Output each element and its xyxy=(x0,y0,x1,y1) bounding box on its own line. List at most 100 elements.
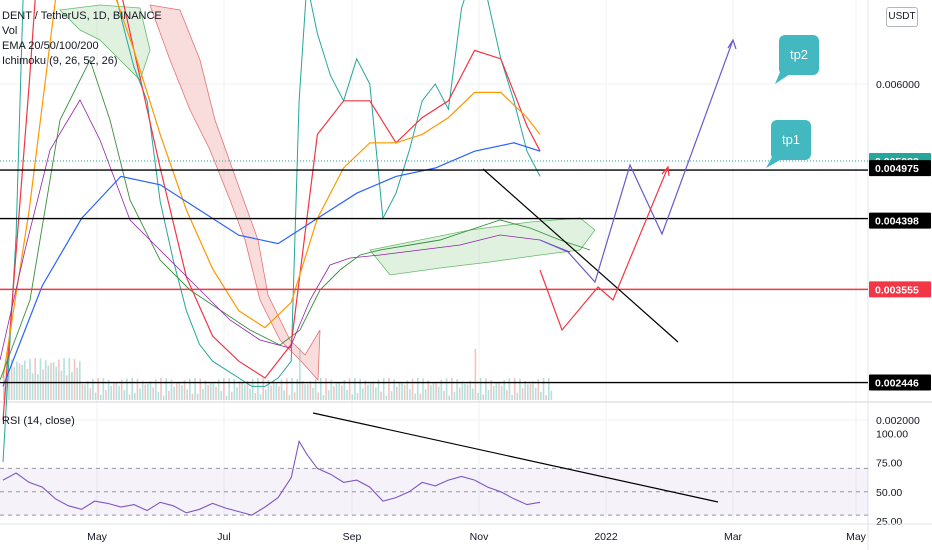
volume-bar xyxy=(8,371,10,400)
volume-bar xyxy=(338,382,340,400)
rsi-title[interactable]: RSI (14, close) xyxy=(2,415,75,427)
volume-bar xyxy=(134,392,136,400)
volume-bar xyxy=(102,378,105,400)
volume-bar xyxy=(375,387,377,400)
volume-bar xyxy=(524,380,526,400)
volume-bar xyxy=(194,378,196,400)
rsi-panel: 100.00 75.00 50.00 25.00 xyxy=(0,412,908,528)
volume-bar xyxy=(249,388,251,400)
volume-bar xyxy=(492,385,495,400)
volume-bar xyxy=(220,391,223,400)
volume-bar xyxy=(55,366,57,400)
volume-bar xyxy=(356,393,359,400)
volume-bar xyxy=(60,370,63,400)
volume-bar xyxy=(550,390,553,400)
volume-bar xyxy=(183,380,186,400)
volume-bar xyxy=(76,367,78,400)
tp2-label[interactable]: tp2 xyxy=(779,35,819,75)
volume-bar xyxy=(403,385,406,400)
volume-bar xyxy=(304,384,306,400)
volume-bar xyxy=(265,389,267,400)
volume-bar xyxy=(175,381,178,400)
volume-bar xyxy=(437,386,440,400)
volume-bar xyxy=(196,393,199,400)
volume-bar xyxy=(152,387,154,400)
volume-bar xyxy=(246,380,249,400)
tp1-label[interactable]: tp1 xyxy=(771,120,811,160)
legend-vol[interactable]: Vol xyxy=(2,25,18,37)
currency-button[interactable]: USDT xyxy=(886,7,918,27)
volume-bar xyxy=(469,380,471,400)
volume-bar xyxy=(506,390,508,400)
time-tick-label: Jul xyxy=(217,531,230,543)
volume-bar xyxy=(99,394,102,400)
volume-bar xyxy=(291,378,293,400)
projection-red xyxy=(539,166,669,332)
volume-bar xyxy=(139,388,141,400)
legend-ema[interactable]: EMA 20/50/100/200 xyxy=(2,40,99,52)
volume-bar xyxy=(340,385,343,400)
volume-bar xyxy=(228,378,230,400)
volume-bar xyxy=(270,385,272,400)
volume-bar xyxy=(320,378,322,400)
symbol-title[interactable]: DENT / TetherUS, 1D, BINANCE xyxy=(2,10,162,22)
volume-bar xyxy=(254,393,257,400)
volume-bar xyxy=(393,379,395,400)
rsi-legend: RSI (14, close) xyxy=(2,414,75,429)
volume-bar xyxy=(223,378,225,400)
series-ichimoku-base xyxy=(0,58,591,381)
volume-bar xyxy=(230,391,233,400)
volume-bar xyxy=(314,378,317,400)
projection-purple xyxy=(539,39,734,284)
volume-bar xyxy=(144,384,147,400)
rsi-tick-label: 50.00 xyxy=(876,487,902,499)
volume-bar xyxy=(31,373,34,400)
tp2-bubble-tail xyxy=(775,72,790,84)
volume-bar xyxy=(86,380,89,400)
volume-bar xyxy=(398,381,401,400)
volume-bar xyxy=(508,378,511,400)
volume-bar xyxy=(78,361,81,400)
volume-bar xyxy=(487,389,490,400)
volume-bar xyxy=(325,378,327,400)
volume-bar xyxy=(456,379,458,400)
volume-bar xyxy=(500,386,503,400)
volume-bar xyxy=(377,379,380,400)
volume-bar xyxy=(207,385,209,400)
volume-bar xyxy=(29,358,31,400)
volume-bar xyxy=(516,392,519,400)
price-tag-bg xyxy=(869,374,931,391)
volume-bar xyxy=(204,380,207,400)
series-ema_20 xyxy=(2,0,541,421)
volume-bar xyxy=(351,394,354,400)
rsi-line xyxy=(2,439,541,516)
rsi-tick-label: 25.00 xyxy=(876,516,902,528)
volume-bar xyxy=(317,392,319,400)
volume-bar xyxy=(16,361,18,400)
price-tag-value: 0.002446 xyxy=(875,378,919,390)
volume-bar xyxy=(52,362,55,400)
legend-ichimoku[interactable]: Ichimoku (9, 26, 52, 26) xyxy=(2,55,118,67)
price-tag-value: 0.004398 xyxy=(875,216,919,228)
volume-bar xyxy=(414,393,416,400)
volume-bar xyxy=(385,395,388,400)
volume-bar xyxy=(3,376,5,400)
volume-bar xyxy=(540,392,542,400)
volume-bar xyxy=(330,379,333,400)
volume-bar xyxy=(259,394,262,400)
volume-bar xyxy=(527,384,529,400)
volume-bar xyxy=(477,392,479,400)
volume-bar xyxy=(382,378,385,400)
time-tick-label: Sep xyxy=(343,531,362,543)
volume-bar xyxy=(141,380,144,400)
volume-bar xyxy=(432,383,435,400)
volume-bar xyxy=(189,378,191,400)
time-tick-label: Mar xyxy=(724,531,743,543)
volume-bar xyxy=(359,378,361,400)
volume-bar xyxy=(251,378,254,400)
time-tick-label: 2022 xyxy=(594,531,618,543)
volume-bar xyxy=(406,380,409,400)
volume-bar xyxy=(233,379,236,400)
volume-bar xyxy=(241,383,244,400)
volume-bar xyxy=(23,360,26,400)
